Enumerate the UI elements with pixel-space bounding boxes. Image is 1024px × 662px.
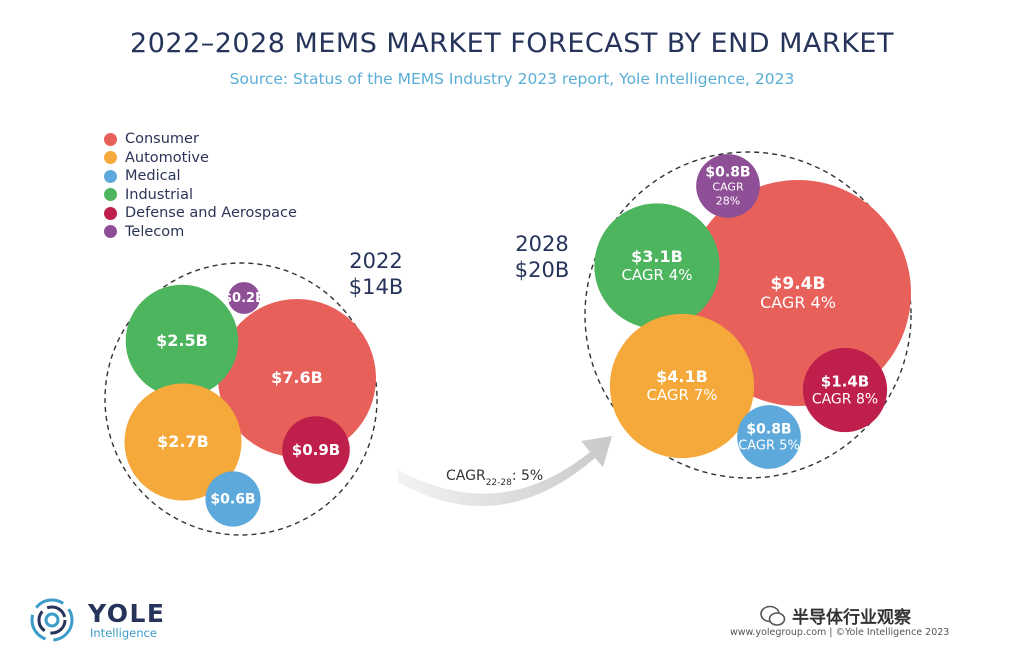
growth-arrow <box>398 436 612 507</box>
bubble-2022-consumer <box>218 299 376 457</box>
bubble-2028-defense-and-aerospace <box>802 347 888 433</box>
logo-subtitle: Intelligence <box>90 625 157 640</box>
legend: Consumer Automotive Medical Industrial D… <box>104 130 297 241</box>
bubbles: $7.6B$2.5B$2.7B $0.9B$0.6B$0.2B$9.4BCAGR … <box>124 154 911 527</box>
legend-swatch-telecom <box>104 225 117 239</box>
bubble-2028-telecom <box>696 154 760 218</box>
bubble-cagr-label: CAGR 7% <box>646 386 717 404</box>
legend-item-medical: Medical <box>104 167 297 186</box>
bubble-2028-industrial <box>594 203 720 329</box>
overall-cagr-label: CAGR22-28: 5% <box>446 468 543 488</box>
bubble-cagr-label: CAGR 4% <box>621 266 692 284</box>
logo-brand: YOLE <box>88 598 166 628</box>
bubble-value-label: $0.6B <box>210 491 255 507</box>
bubble-value-label: $9.4B <box>771 274 826 294</box>
group-total: $14B <box>348 275 404 299</box>
bubble-value-label: $2.7B <box>157 432 209 451</box>
bubble-2022-telecom <box>228 282 260 314</box>
legend-label: Consumer <box>125 131 199 148</box>
legend-swatch-automotive <box>104 151 117 165</box>
bubble-cagr-label: CAGR 8% <box>812 391 878 407</box>
group-boundary-2028 <box>584 151 912 479</box>
cagr-subscript: 22-28 <box>486 478 512 488</box>
bubble-value-label: $0.2B <box>223 291 265 306</box>
legend-item-defense: Defense and Aerospace <box>104 204 297 223</box>
cagr-prefix: CAGR <box>446 468 486 484</box>
legend-swatch-consumer <box>104 132 117 146</box>
bubble-value-label: $3.1B <box>631 247 683 266</box>
legend-label: Automotive <box>125 149 209 166</box>
cagr-suffix: : 5% <box>512 468 543 484</box>
group-year: 2028 <box>515 232 569 256</box>
chart-title: 2022–2028 MEMS MARKET FORECAST BY END MA… <box>130 28 894 59</box>
bubble-value-label: $4.1B <box>656 367 708 386</box>
bubble-cagr-label: CAGR <box>712 180 744 193</box>
bubble-cagr-label: CAGR 4% <box>760 293 836 312</box>
legend-swatch-defense <box>104 206 117 220</box>
bubble-2022-defense-and-aerospace <box>282 416 350 484</box>
bubble-value-label: $7.6B <box>271 368 323 387</box>
bubble-cagr-label: 28% <box>716 194 740 207</box>
legend-swatch-medical <box>104 169 117 183</box>
legend-item-industrial: Industrial <box>104 186 297 205</box>
watermark-text: 半导体行业观察 <box>792 608 911 628</box>
group-total: $20B <box>514 258 570 282</box>
footer-copyright: www.yolegroup.com | ©Yole Intelligence 2… <box>730 627 950 638</box>
bubble-value-label: $0.8B <box>746 421 791 437</box>
wechat-icon <box>760 605 786 626</box>
bubble-value-label: $0.8B <box>705 164 750 180</box>
yole-logo-icon <box>30 598 74 642</box>
bubble-2022-medical <box>205 471 261 527</box>
group-label-2028: 2028 $20B <box>502 231 582 283</box>
chart-subtitle: Source: Status of the MEMS Industry 2023… <box>229 70 795 88</box>
bubble-2028-medical <box>737 405 801 469</box>
legend-item-telecom: Telecom <box>104 223 297 242</box>
bubble-2022-industrial <box>125 284 239 398</box>
bubble-value-label: $1.4B <box>821 372 869 390</box>
legend-label: Industrial <box>125 186 194 203</box>
bubble-2028-automotive <box>609 313 755 459</box>
legend-swatch-industrial <box>104 188 117 202</box>
bubble-value-label: $0.9B <box>292 441 340 459</box>
group-label-2022: 2022 $14B <box>336 248 416 300</box>
watermark: 半导体行业观察 <box>760 603 911 628</box>
yole-logo: YOLE Intelligence <box>28 597 165 643</box>
legend-label: Defense and Aerospace <box>125 205 297 222</box>
legend-item-automotive: Automotive <box>104 149 297 168</box>
group-year: 2022 <box>349 249 403 273</box>
legend-item-consumer: Consumer <box>104 130 297 149</box>
group-boundary-2022 <box>104 262 378 536</box>
legend-label: Telecom <box>125 223 185 240</box>
bubble-cagr-label: CAGR 5% <box>738 438 800 453</box>
bubble-value-label: $2.5B <box>156 331 208 350</box>
bubble-2022-automotive <box>124 383 242 501</box>
legend-label: Medical <box>125 168 181 185</box>
